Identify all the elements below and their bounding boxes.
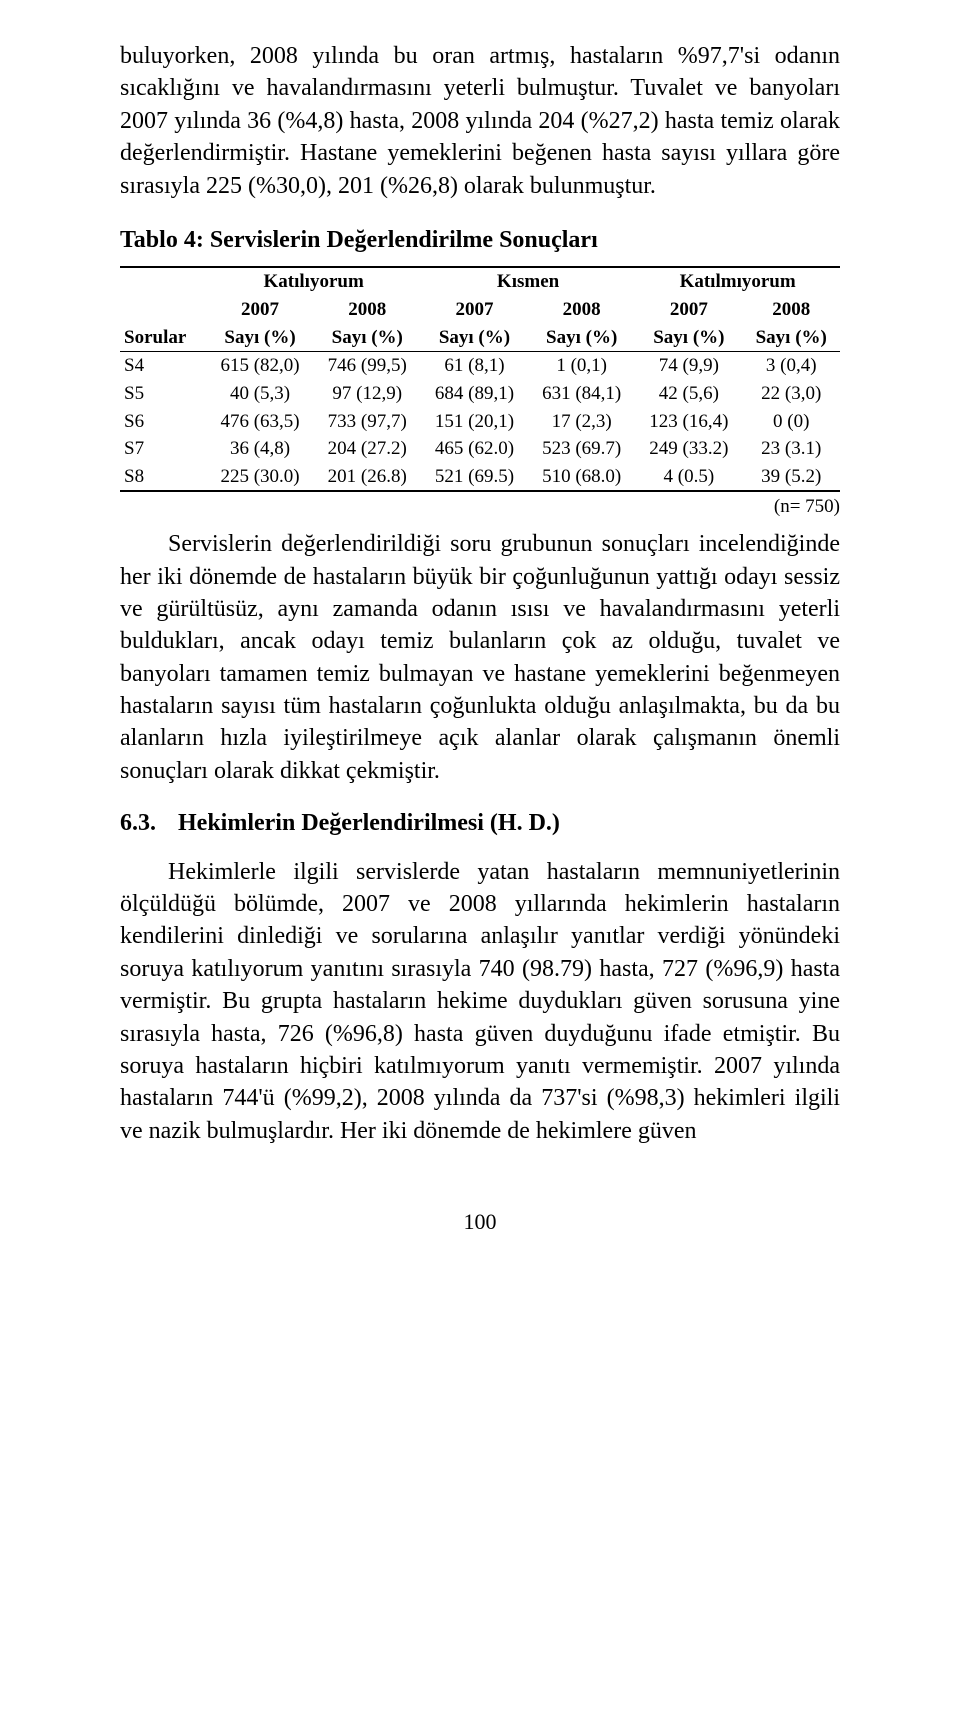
- cell: 631 (84,1): [528, 380, 635, 408]
- table-title: Tablo 4: Servislerin Değerlendirilme Son…: [120, 224, 840, 256]
- cell: 42 (5,6): [635, 380, 742, 408]
- section-number: 6.3.: [120, 807, 178, 839]
- cell: 4 (0.5): [635, 463, 742, 492]
- cell: 510 (68.0): [528, 463, 635, 492]
- cell: 23 (3.1): [742, 435, 840, 463]
- row-id: S5: [120, 380, 206, 408]
- cell: 22 (3,0): [742, 380, 840, 408]
- intro-paragraph: buluyorken, 2008 yılında bu oran artmış,…: [120, 40, 840, 202]
- cell: 61 (8,1): [421, 352, 528, 380]
- col-label: Sayı (%): [635, 324, 742, 352]
- col-label: Sayı (%): [206, 324, 313, 352]
- group-head-1: Katılıyorum: [206, 267, 420, 296]
- cell: 523 (69.7): [528, 435, 635, 463]
- cell: 40 (5,3): [206, 380, 313, 408]
- cell: 733 (97,7): [314, 408, 421, 436]
- n-note: (n= 750): [120, 494, 840, 520]
- cell: 684 (89,1): [421, 380, 528, 408]
- row-id: S8: [120, 463, 206, 492]
- table-row: S7 36 (4,8) 204 (27.2) 465 (62.0) 523 (6…: [120, 435, 840, 463]
- cell: 225 (30.0): [206, 463, 313, 492]
- cell: 249 (33.2): [635, 435, 742, 463]
- cell: 17 (2,3): [528, 408, 635, 436]
- cell: 0 (0): [742, 408, 840, 436]
- cell: 204 (27.2): [314, 435, 421, 463]
- table-row: S5 40 (5,3) 97 (12,9) 684 (89,1) 631 (84…: [120, 380, 840, 408]
- col-label: Sayı (%): [742, 324, 840, 352]
- cell: 746 (99,5): [314, 352, 421, 380]
- year-cell: 2007: [421, 296, 528, 324]
- row-label: Sorular: [120, 324, 206, 352]
- section-heading: 6.3.Hekimlerin Değerlendirilmesi (H. D.): [120, 807, 840, 839]
- cell: 476 (63,5): [206, 408, 313, 436]
- year-cell: 2008: [742, 296, 840, 324]
- cell: 74 (9,9): [635, 352, 742, 380]
- year-cell: 2007: [635, 296, 742, 324]
- cell: 521 (69.5): [421, 463, 528, 492]
- discussion-text: Servislerin değerlendirildiği soru grubu…: [120, 531, 840, 784]
- cell: 615 (82,0): [206, 352, 313, 380]
- cell: 97 (12,9): [314, 380, 421, 408]
- table-row: S6 476 (63,5) 733 (97,7) 151 (20,1) 17 (…: [120, 408, 840, 436]
- group-head-2: Kısmen: [421, 267, 635, 296]
- col-label: Sayı (%): [528, 324, 635, 352]
- cell: 36 (4,8): [206, 435, 313, 463]
- cell: 201 (26.8): [314, 463, 421, 492]
- table-row: S4 615 (82,0) 746 (99,5) 61 (8,1) 1 (0,1…: [120, 352, 840, 380]
- table-label-row: Sorular Sayı (%) Sayı (%) Sayı (%) Sayı …: [120, 324, 840, 352]
- discussion-paragraph: Servislerin değerlendirildiği soru grubu…: [120, 528, 840, 787]
- year-cell: 2008: [314, 296, 421, 324]
- table-year-row: 2007 2008 2007 2008 2007 2008: [120, 296, 840, 324]
- row-id: S7: [120, 435, 206, 463]
- cell: 465 (62.0): [421, 435, 528, 463]
- cell: 39 (5.2): [742, 463, 840, 492]
- table-row: S8 225 (30.0) 201 (26.8) 521 (69.5) 510 …: [120, 463, 840, 492]
- row-id: S6: [120, 408, 206, 436]
- year-cell: 2008: [528, 296, 635, 324]
- cell: 1 (0,1): [528, 352, 635, 380]
- table-group-row: Katılıyorum Kısmen Katılmıyorum: [120, 267, 840, 296]
- group-head-3: Katılmıyorum: [635, 267, 840, 296]
- col-label: Sayı (%): [314, 324, 421, 352]
- page-number: 100: [120, 1207, 840, 1237]
- cell: 151 (20,1): [421, 408, 528, 436]
- cell: 123 (16,4): [635, 408, 742, 436]
- cell: 3 (0,4): [742, 352, 840, 380]
- section-paragraph: Hekimlerle ilgili servislerde yatan hast…: [120, 856, 840, 1148]
- section-title: Hekimlerin Değerlendirilmesi (H. D.): [178, 810, 560, 836]
- section-text: Hekimlerle ilgili servislerde yatan hast…: [120, 859, 840, 1144]
- col-label: Sayı (%): [421, 324, 528, 352]
- results-table: Katılıyorum Kısmen Katılmıyorum 2007 200…: [120, 266, 840, 492]
- row-id: S4: [120, 352, 206, 380]
- year-cell: 2007: [206, 296, 313, 324]
